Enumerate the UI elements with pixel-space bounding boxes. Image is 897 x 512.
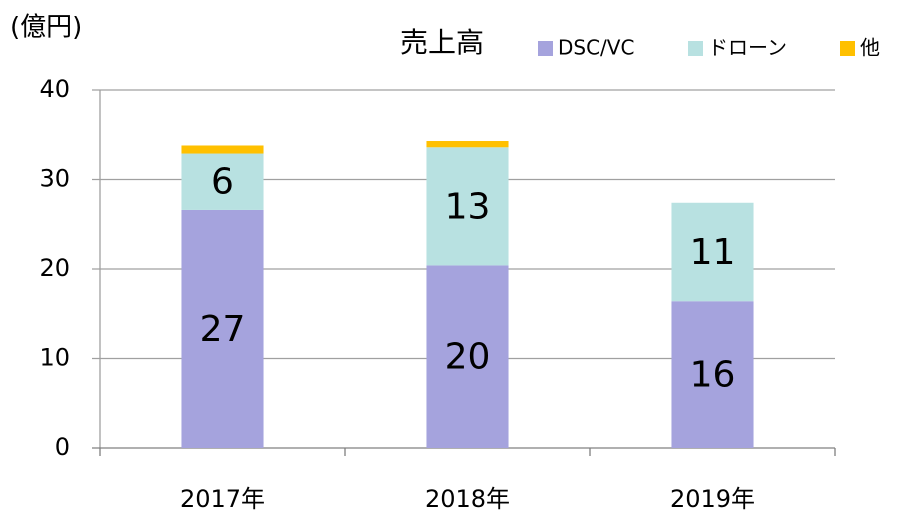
bar-segment: [426, 141, 509, 148]
data-label: 20: [445, 337, 491, 378]
data-label: 27: [200, 309, 246, 350]
y-tick-label: 40: [39, 75, 70, 103]
legend-label: 他: [860, 36, 880, 60]
bar-segment: [426, 147, 509, 266]
legend-label: ドローン: [708, 36, 787, 60]
data-label: 11: [690, 232, 736, 273]
data-label: 16: [690, 355, 736, 396]
data-label: 13: [445, 186, 491, 227]
x-tick-label: 2018年: [425, 485, 510, 512]
x-tick-label: 2019年: [670, 485, 755, 512]
y-tick-label: 10: [39, 344, 70, 372]
y-tick-label: 20: [39, 254, 70, 282]
bar-segment: [671, 301, 754, 448]
y-tick-label: 30: [39, 165, 70, 193]
data-label: 6: [211, 162, 234, 203]
bar-segment: [181, 145, 264, 154]
bar-segment: [181, 153, 264, 210]
bar-segment: [671, 202, 754, 302]
x-tick-label: 2017年: [180, 485, 265, 512]
legend-swatch: [840, 41, 855, 56]
chart-title: 売上高: [400, 26, 484, 59]
y-axis-label: (億円): [10, 13, 82, 43]
bar-segment: [426, 265, 509, 448]
legend-swatch: [688, 41, 703, 56]
y-tick-label: 0: [55, 433, 70, 461]
bar-segment: [181, 209, 264, 448]
legend-label: DSC/VC: [558, 36, 634, 60]
legend-swatch: [538, 41, 553, 56]
